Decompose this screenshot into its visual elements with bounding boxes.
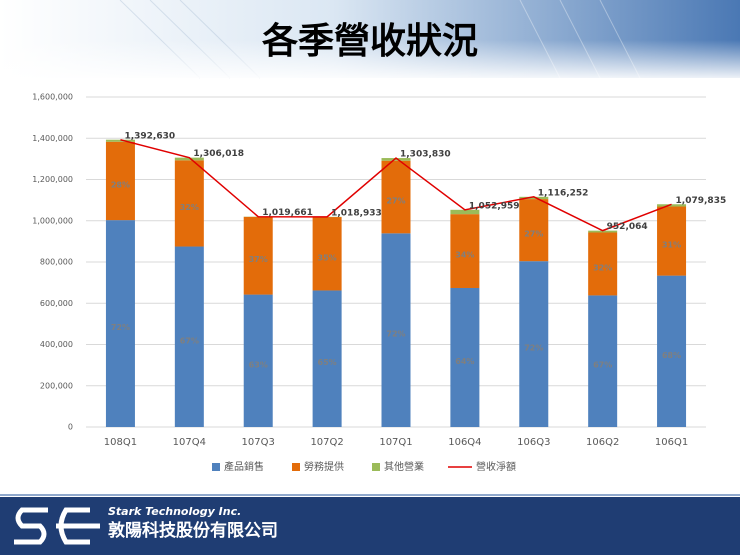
percent-label: 35%: [318, 253, 337, 262]
value-label: 952,064: [607, 222, 648, 232]
company-zh: 敦陽科技股份有限公司: [108, 520, 278, 541]
x-tick-label: 108Q1: [104, 437, 137, 448]
legend-label: 勞務提供: [304, 460, 344, 473]
x-tick-label: 107Q4: [173, 437, 206, 448]
y-tick-label: 600,000: [40, 299, 73, 308]
percent-label: 67%: [593, 361, 612, 370]
y-tick-label: 1,200,000: [32, 175, 73, 184]
value-label: 1,018,933: [331, 208, 382, 218]
value-label: 1,303,830: [400, 150, 451, 160]
percent-label: 27%: [386, 197, 405, 206]
y-tick-label: 1,400,000: [32, 134, 73, 143]
value-label: 1,116,252: [538, 188, 589, 198]
x-tick-label: 107Q1: [379, 437, 412, 448]
percent-label: 72%: [111, 323, 130, 332]
percent-label: 67%: [180, 336, 199, 345]
value-label: 1,019,661: [262, 208, 313, 218]
y-tick-label: 1,000,000: [32, 216, 73, 225]
percent-label: 31%: [662, 241, 681, 250]
value-label: 1,306,018: [193, 149, 244, 159]
x-tick-label: 106Q3: [517, 437, 550, 448]
legend-label: 營收淨額: [476, 460, 516, 473]
percent-label: 68%: [662, 351, 681, 360]
x-tick-label: 106Q4: [448, 437, 481, 448]
x-tick-label: 107Q3: [242, 437, 275, 448]
percent-label: 72%: [386, 330, 405, 339]
percent-label: 63%: [249, 360, 268, 369]
slide-title: 各季營收狀況: [262, 20, 478, 62]
y-tick-label: 0: [68, 423, 73, 432]
percent-label: 27%: [524, 230, 543, 239]
legend-label: 產品銷售: [224, 460, 264, 473]
legend-swatch: [212, 463, 220, 471]
value-label: 1,079,835: [676, 196, 727, 206]
y-tick-label: 200,000: [40, 381, 73, 390]
company-en: Stark Technology Inc.: [108, 505, 241, 518]
legend-swatch: [292, 463, 300, 471]
value-label: 1,052,959: [469, 201, 520, 211]
x-tick-label: 106Q1: [655, 437, 688, 448]
percent-label: 37%: [249, 255, 268, 264]
percent-label: 72%: [524, 344, 543, 353]
x-tick-label: 106Q2: [586, 437, 619, 448]
percent-label: 65%: [318, 358, 337, 367]
percent-label: 32%: [180, 203, 199, 212]
percent-label: 28%: [111, 180, 130, 189]
legend-swatch: [372, 463, 380, 471]
value-label: 1,392,630: [124, 131, 175, 141]
percent-label: 32%: [593, 263, 612, 272]
percent-label: 64%: [455, 357, 474, 366]
legend-label: 其他營業: [384, 460, 424, 473]
y-tick-label: 800,000: [40, 258, 73, 267]
percent-label: 34%: [455, 251, 474, 260]
y-tick-label: 400,000: [40, 340, 73, 349]
y-tick-label: 1,600,000: [32, 93, 73, 102]
x-tick-label: 107Q2: [310, 437, 343, 448]
